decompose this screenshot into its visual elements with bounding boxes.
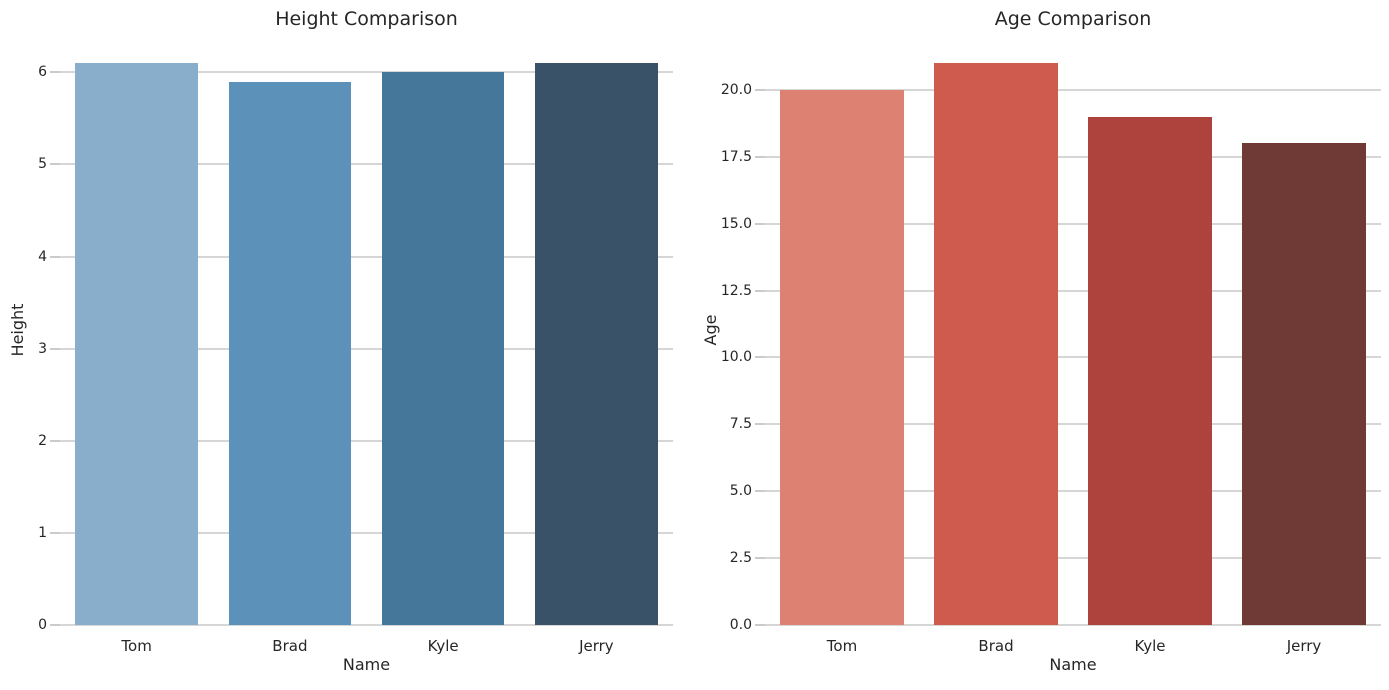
y-tick-label: 5.0	[729, 483, 752, 500]
y-tick-mark	[50, 531, 60, 534]
y-tick-label: 0.0	[729, 617, 752, 633]
y-tick-label: 2	[38, 432, 47, 449]
y-tick-mark	[50, 255, 60, 258]
y-tick-label: 17.5	[720, 148, 752, 165]
height-x-axis-label: Name	[342, 655, 391, 674]
bar-tom	[75, 63, 198, 625]
y-tick-mark	[755, 289, 765, 292]
bar-kyle	[381, 72, 505, 625]
gridline	[765, 155, 1381, 158]
age-y-axis-label: Age	[701, 314, 720, 346]
y-tick-mark	[50, 439, 60, 442]
gridline	[765, 356, 1381, 359]
gridline	[765, 490, 1381, 493]
x-tick-label: Brad	[978, 637, 1014, 655]
x-tick-label: Jerry	[1286, 637, 1322, 655]
y-tick-mark	[50, 624, 60, 626]
y-tick-label: 2.5	[729, 550, 752, 567]
x-tick-label: Kyle	[1134, 637, 1166, 655]
bar-tom	[780, 89, 904, 625]
bar-brad	[228, 81, 352, 625]
y-tick-label: 5	[38, 156, 47, 173]
gridline	[765, 423, 1381, 426]
age-x-axis-label: Name	[1049, 655, 1097, 674]
gridline	[60, 439, 673, 442]
y-tick-label: 1	[38, 524, 47, 541]
gridline	[60, 531, 673, 534]
bar-brad	[934, 63, 1058, 625]
y-tick-label: 4	[38, 248, 47, 265]
y-tick-label: 7.5	[729, 416, 752, 433]
gridline	[765, 222, 1381, 225]
y-tick-mark	[50, 71, 60, 74]
gridline	[60, 347, 673, 350]
y-tick-mark	[755, 557, 765, 560]
gridline	[60, 255, 673, 258]
bar-jerry	[1242, 143, 1366, 625]
height-plot-area: 0 1 2 3 4 5 6 Tom Brad Kyle Jerry	[38, 35, 673, 655]
height-y-axis-label: Height	[8, 303, 27, 357]
y-tick-label: 6	[38, 64, 47, 81]
y-tick-mark	[755, 222, 765, 225]
bar-kyle	[1088, 116, 1212, 625]
bar-jerry	[535, 63, 658, 625]
x-tick-label: Kyle	[427, 637, 459, 655]
y-tick-mark	[755, 356, 765, 359]
y-tick-label: 15.0	[720, 215, 752, 232]
gridline	[765, 88, 1381, 91]
y-tick-mark	[755, 88, 765, 91]
age-chart-title: Age Comparison	[994, 8, 1152, 30]
x-tick-label: Tom	[121, 637, 152, 655]
gridline	[60, 624, 673, 626]
y-tick-mark	[755, 423, 765, 426]
gridline	[60, 71, 673, 74]
y-tick-label: 10.0	[720, 349, 752, 366]
y-tick-label: 0	[38, 617, 47, 633]
y-tick-mark	[755, 624, 765, 626]
y-tick-mark	[755, 490, 765, 493]
height-chart-title: Height Comparison	[275, 8, 458, 30]
gridline	[765, 289, 1381, 292]
y-tick-mark	[50, 163, 60, 166]
y-tick-mark	[50, 347, 60, 350]
x-tick-label: Brad	[272, 637, 308, 655]
y-tick-label: 20.0	[720, 81, 752, 98]
y-tick-label: 3	[38, 340, 47, 357]
x-tick-label: Tom	[826, 637, 858, 655]
gridline	[765, 624, 1381, 626]
x-tick-label: Jerry	[579, 637, 614, 655]
gridline	[765, 557, 1381, 560]
gridline	[60, 163, 673, 166]
age-plot-area: 0.0 2.5 5.0 7.5 10.0 12.5 15.0 17.5 20.0 Tom Brad K…	[721, 35, 1381, 655]
y-tick-label: 12.5	[720, 282, 752, 299]
y-tick-mark	[755, 155, 765, 158]
